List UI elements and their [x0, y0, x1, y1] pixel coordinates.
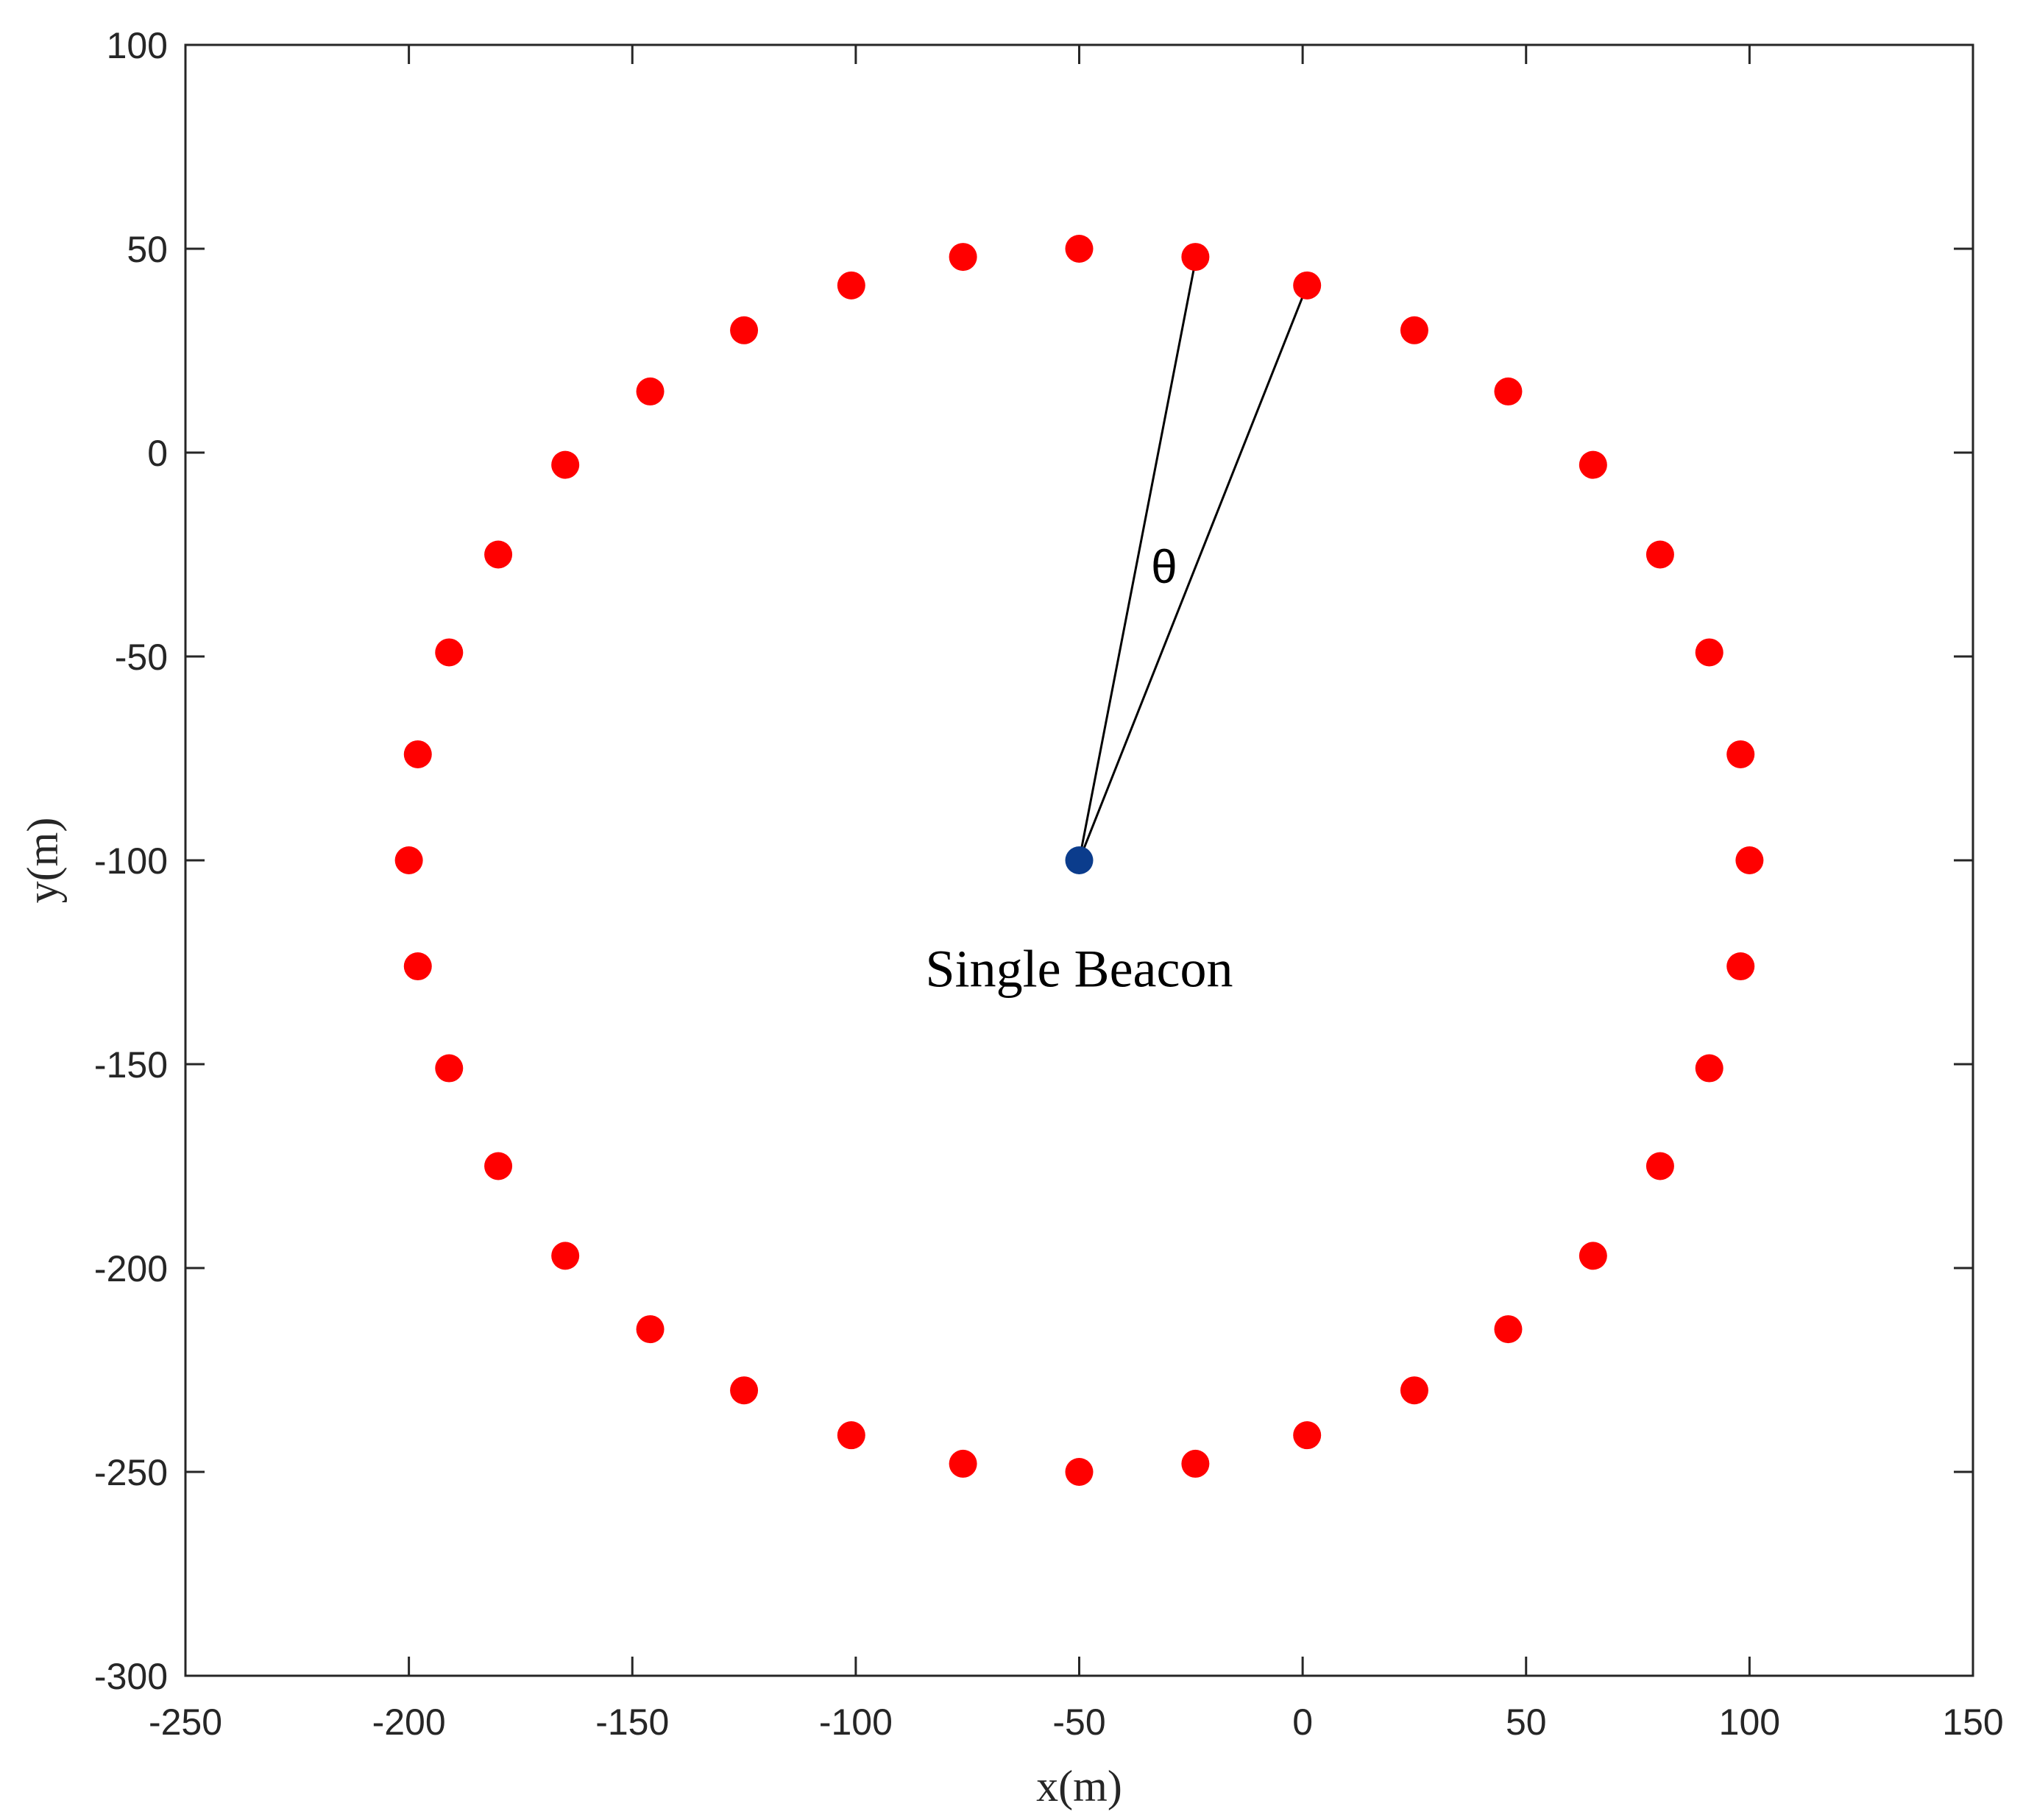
receiver-point — [636, 377, 665, 406]
x-tick-label: -150 — [595, 1702, 669, 1743]
receiver-point — [403, 740, 432, 768]
receiver-point — [730, 1376, 759, 1405]
receiver-point — [1726, 740, 1755, 768]
y-tick-label: -100 — [94, 840, 168, 882]
receiver-point — [1579, 1242, 1607, 1270]
receiver-point — [730, 316, 759, 344]
receiver-point — [1400, 1376, 1428, 1405]
receiver-point — [1735, 846, 1764, 874]
theta-label: θ — [1151, 540, 1177, 593]
x-tick-label: -200 — [372, 1702, 446, 1743]
y-tick-label: -50 — [115, 637, 168, 678]
angle-line-1 — [1078, 261, 1197, 861]
y-tick-label: 0 — [147, 433, 168, 474]
receiver-point — [435, 1054, 464, 1083]
y-tick-label: 100 — [107, 25, 168, 66]
x-tick-label: -50 — [1052, 1702, 1105, 1743]
receiver-point — [1726, 952, 1755, 981]
receiver-point — [636, 1315, 665, 1344]
receiver-point — [837, 1421, 865, 1450]
receiver-point — [1645, 540, 1674, 569]
receiver-point — [1181, 243, 1210, 272]
receiver-point — [949, 1449, 977, 1478]
x-tick-label: 100 — [1719, 1702, 1780, 1743]
y-tick-label: -200 — [94, 1248, 168, 1289]
receiver-point — [1645, 1152, 1674, 1180]
receiver-point — [1494, 377, 1523, 406]
x-axis-label: x(m) — [1036, 1762, 1122, 1810]
receiver-point — [484, 540, 513, 569]
x-tick-label: 0 — [1292, 1702, 1313, 1743]
receiver-point — [435, 638, 464, 667]
x-tick-label: 50 — [1506, 1702, 1547, 1743]
receiver-point — [551, 450, 580, 479]
angle-line-2 — [1078, 285, 1308, 861]
x-tick-label: 150 — [1942, 1702, 2003, 1743]
receiver-point — [949, 243, 977, 272]
receiver-point — [1293, 1421, 1322, 1450]
receiver-point — [837, 271, 865, 300]
beacon-point — [1065, 846, 1094, 874]
x-tick-label: -250 — [149, 1702, 222, 1743]
receiver-point — [1293, 271, 1322, 300]
receiver-point — [1065, 235, 1094, 263]
y-axis-label: y(m) — [18, 818, 67, 904]
receiver-point — [484, 1152, 513, 1180]
y-tick-label: -150 — [94, 1044, 168, 1086]
y-tick-label: 50 — [127, 229, 168, 270]
receiver-point — [1181, 1449, 1210, 1478]
receiver-point — [1695, 1054, 1723, 1083]
receiver-point — [403, 952, 432, 981]
receiver-point — [551, 1242, 580, 1270]
receiver-point — [1400, 316, 1428, 344]
receiver-point — [394, 846, 423, 874]
receiver-point — [1494, 1315, 1523, 1344]
y-tick-label: -300 — [94, 1656, 168, 1697]
x-tick-label: -100 — [819, 1702, 893, 1743]
beacon-label: Single Beacon — [926, 940, 1233, 999]
receiver-point — [1579, 450, 1607, 479]
receiver-point — [1695, 638, 1723, 667]
receiver-point — [1065, 1458, 1094, 1486]
y-tick-label: -250 — [94, 1452, 168, 1493]
